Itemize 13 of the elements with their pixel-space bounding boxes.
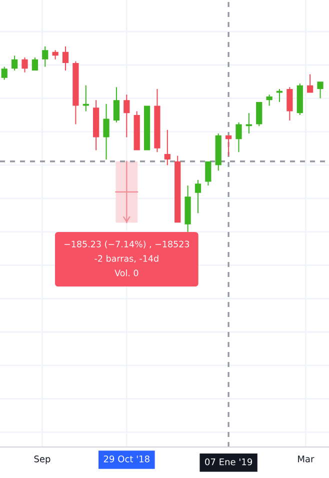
candlestick [22,58,28,72]
candlestick [286,87,293,121]
text: −185.23 (−7.14%) , −18523 -2 barras, -14d Vol. 0 [64,240,190,276]
candlestick [103,104,110,160]
candlestick [184,185,191,232]
x-tick-label: Sep [34,455,50,464]
candlestick [72,61,79,124]
x-tick-label: Mar [298,456,314,462]
x-tick-label: 29 Oct '18 [104,455,150,462]
candlestick [154,89,160,152]
candlestick [236,122,242,152]
ref-line-label: 07 Ene '19 [205,458,252,466]
candlestick [317,82,324,98]
